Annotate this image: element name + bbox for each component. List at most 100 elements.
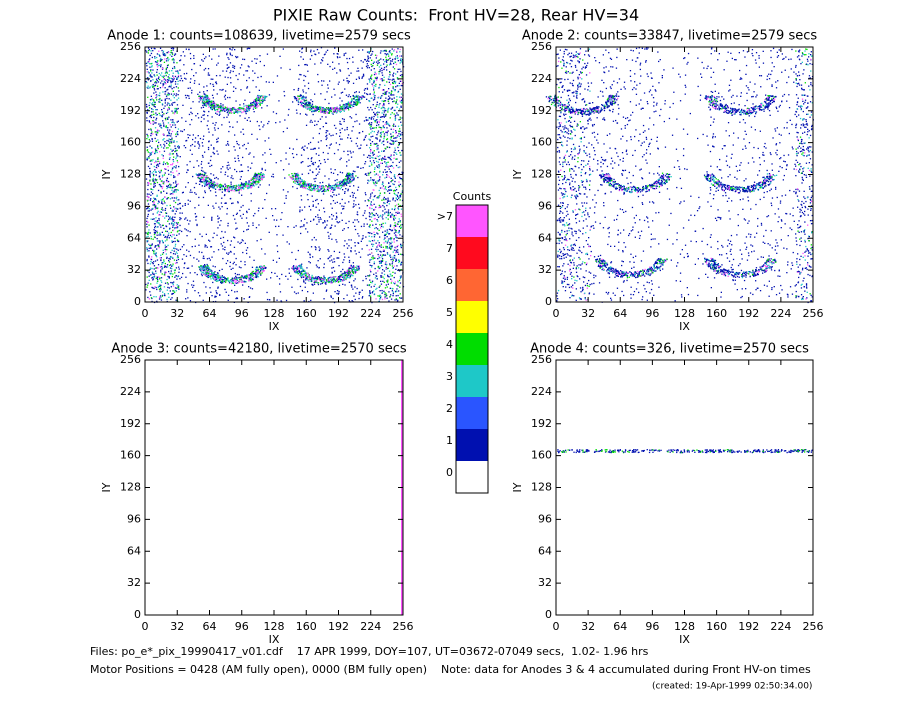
count-pixel xyxy=(176,252,178,255)
count-pixel xyxy=(243,275,245,277)
count-pixel xyxy=(336,201,338,203)
count-pixel xyxy=(349,173,351,175)
count-pixel xyxy=(394,291,397,293)
count-pixel xyxy=(341,181,344,183)
count-pixel xyxy=(181,212,183,214)
count-pixel xyxy=(221,276,223,278)
count-pixel xyxy=(224,246,226,248)
count-pixel xyxy=(337,277,339,279)
count-pixel xyxy=(231,109,233,111)
count-pixel xyxy=(208,98,211,100)
count-pixel xyxy=(299,274,302,277)
count-pixel xyxy=(280,160,282,162)
count-pixel xyxy=(218,274,220,276)
count-pixel xyxy=(379,116,382,118)
count-pixel xyxy=(212,97,214,99)
count-pixel xyxy=(320,276,322,279)
count-pixel xyxy=(325,185,327,188)
count-pixel xyxy=(179,69,181,71)
count-pixel xyxy=(147,206,149,209)
count-pixel xyxy=(248,66,250,68)
count-pixel xyxy=(339,158,341,161)
count-pixel xyxy=(256,240,258,242)
count-pixel xyxy=(212,48,214,50)
count-pixel xyxy=(186,289,188,291)
count-pixel xyxy=(176,121,178,123)
count-pixel xyxy=(343,150,345,153)
count-pixel xyxy=(240,189,242,191)
count-pixel xyxy=(351,130,353,132)
count-pixel xyxy=(392,258,394,260)
count-pixel xyxy=(211,94,214,96)
count-pixel xyxy=(353,200,355,202)
count-pixel xyxy=(350,250,352,252)
count-pixel xyxy=(297,100,300,102)
count-pixel xyxy=(376,122,378,124)
count-pixel xyxy=(203,257,205,260)
count-pixel xyxy=(298,267,300,269)
count-pixel xyxy=(199,179,202,182)
count-pixel xyxy=(398,119,400,121)
count-pixel xyxy=(390,165,393,167)
count-pixel xyxy=(239,278,241,281)
count-pixel xyxy=(293,175,295,177)
count-pixel xyxy=(343,107,345,109)
count-pixel xyxy=(333,107,335,110)
count-pixel xyxy=(234,168,236,171)
count-pixel xyxy=(214,109,216,112)
count-pixel xyxy=(341,91,344,93)
count-pixel xyxy=(216,64,218,66)
count-pixel xyxy=(150,116,152,119)
count-pixel xyxy=(346,275,348,277)
count-pixel xyxy=(344,183,347,185)
count-pixel xyxy=(346,80,348,82)
count-pixel xyxy=(205,271,207,273)
count-pixel xyxy=(259,101,261,103)
count-pixel xyxy=(343,205,345,208)
count-pixel xyxy=(208,275,210,278)
count-pixel xyxy=(318,132,320,135)
count-pixel xyxy=(300,74,302,76)
count-pixel xyxy=(249,184,252,186)
count-pixel xyxy=(365,275,367,278)
count-pixel xyxy=(393,249,396,251)
count-pixel xyxy=(387,275,389,278)
count-pixel xyxy=(395,130,397,132)
count-pixel xyxy=(183,64,185,66)
count-pixel xyxy=(223,241,225,244)
count-pixel xyxy=(337,278,339,280)
count-pixel xyxy=(212,183,215,185)
count-pixel xyxy=(168,237,170,239)
count-pixel xyxy=(261,266,264,268)
count-pixel xyxy=(307,276,309,278)
count-pixel xyxy=(326,112,329,114)
count-pixel xyxy=(327,189,329,192)
count-pixel xyxy=(292,268,294,270)
count-pixel xyxy=(290,176,292,178)
count-pixel xyxy=(177,155,179,157)
count-pixel xyxy=(311,109,313,111)
count-pixel xyxy=(362,61,364,63)
count-pixel xyxy=(240,176,242,178)
count-pixel xyxy=(278,257,280,259)
count-pixel xyxy=(350,239,352,241)
count-pixel xyxy=(180,276,183,278)
count-pixel xyxy=(350,140,353,142)
count-pixel xyxy=(343,207,345,210)
count-pixel xyxy=(200,265,202,267)
count-pixel xyxy=(358,265,361,267)
count-pixel xyxy=(339,138,342,140)
count-pixel xyxy=(207,99,209,101)
count-pixel xyxy=(300,265,302,267)
count-pixel xyxy=(307,104,309,106)
count-pixel xyxy=(303,225,305,227)
count-pixel xyxy=(305,63,307,66)
count-pixel xyxy=(225,281,227,283)
count-pixel xyxy=(209,275,211,277)
count-pixel xyxy=(321,59,323,61)
count-pixel xyxy=(153,203,156,206)
count-pixel xyxy=(205,56,207,58)
count-pixel xyxy=(304,181,306,183)
count-pixel xyxy=(183,145,185,147)
count-pixel xyxy=(281,273,283,276)
